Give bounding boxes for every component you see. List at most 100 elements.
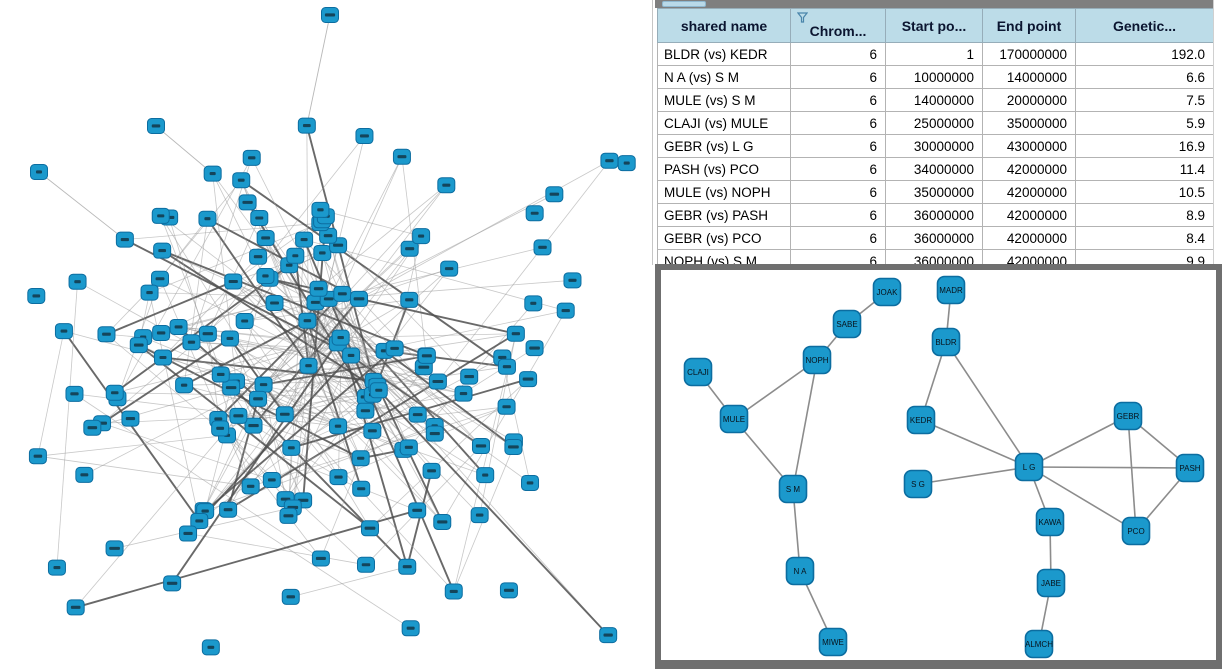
network-node[interactable] [476, 467, 495, 484]
network-node[interactable] [319, 227, 338, 244]
network-node[interactable] [147, 118, 165, 134]
network-node[interactable] [321, 7, 339, 23]
table-cell[interactable]: 11.4 [1075, 157, 1214, 181]
table-row[interactable]: GEBR (vs) PASH 6 36000000 42000000 8.9 [657, 203, 1214, 227]
table-cell[interactable]: 8.9 [1075, 203, 1214, 227]
network-node-MADR[interactable]: MADR [936, 275, 966, 305]
network-node[interactable] [617, 155, 636, 172]
network-node[interactable] [203, 165, 222, 182]
network-node[interactable] [232, 172, 251, 189]
network-node[interactable] [437, 177, 456, 194]
network-edge-SG-LG[interactable] [917, 466, 1030, 485]
network-node[interactable] [27, 287, 46, 304]
column-header-chrom---[interactable]: Chrom... [790, 8, 886, 43]
network-node[interactable] [563, 272, 582, 289]
network-node-PASH[interactable]: PASH [1175, 453, 1205, 483]
network-node[interactable] [198, 210, 217, 227]
network-node[interactable] [105, 540, 124, 557]
network-node[interactable] [179, 525, 198, 542]
table-cell[interactable]: 36000000 [885, 226, 983, 250]
table-row[interactable]: BLDR (vs) KEDR 6 1 170000000 192.0 [657, 42, 1214, 66]
network-node[interactable] [286, 247, 305, 264]
network-node[interactable] [599, 627, 618, 644]
network-node-KEDR[interactable]: KEDR [906, 405, 936, 435]
network-node[interactable] [242, 149, 261, 166]
network-node[interactable] [311, 550, 330, 567]
network-node[interactable] [369, 382, 388, 399]
network-node-JABE[interactable]: JABE [1036, 568, 1066, 598]
network-node[interactable] [519, 371, 538, 388]
network-node[interactable] [279, 507, 298, 524]
network-node[interactable] [342, 347, 361, 364]
network-node-NA[interactable]: N A [785, 556, 815, 586]
network-node[interactable] [425, 425, 444, 442]
network-node[interactable] [151, 207, 170, 224]
network-node[interactable] [262, 471, 281, 488]
network-node[interactable] [175, 377, 194, 394]
network-node[interactable] [360, 520, 379, 537]
network-edge-LG-PASH[interactable] [1028, 466, 1191, 469]
network-node[interactable] [524, 295, 543, 312]
table-cell[interactable]: 7.5 [1075, 88, 1214, 112]
table-cell[interactable]: 43000000 [982, 134, 1076, 158]
network-node-NOPH[interactable]: NOPH [802, 345, 832, 375]
network-node[interactable] [331, 329, 350, 346]
network-edge-KEDR-LG[interactable] [920, 419, 1030, 468]
table-cell[interactable]: 6.6 [1075, 65, 1214, 89]
table-cell[interactable]: 20000000 [982, 88, 1076, 112]
network-node[interactable] [356, 556, 375, 573]
network-node[interactable] [153, 349, 172, 366]
table-cell[interactable]: 6 [790, 42, 886, 66]
table-cell[interactable]: MULE (vs) S M [657, 88, 791, 112]
network-edge-MULE-NOPH[interactable] [733, 359, 818, 420]
network-node[interactable] [329, 469, 348, 486]
network-node[interactable] [401, 620, 420, 637]
network-node[interactable] [282, 439, 301, 456]
network-node[interactable] [408, 406, 427, 423]
network-node[interactable] [75, 466, 94, 483]
network-node[interactable] [412, 228, 431, 245]
table-row[interactable]: CLAJI (vs) MULE 6 25000000 35000000 5.9 [657, 111, 1214, 135]
network-node[interactable] [299, 357, 318, 374]
network-node[interactable] [428, 373, 447, 390]
network-node[interactable] [355, 128, 374, 145]
network-node[interactable] [249, 248, 268, 265]
network-node[interactable] [313, 244, 332, 261]
network-node[interactable] [506, 325, 525, 342]
network-edge-NOPH-SM[interactable] [792, 359, 818, 490]
network-node[interactable] [105, 384, 124, 401]
network-node[interactable] [129, 337, 148, 354]
network-node[interactable] [97, 326, 116, 343]
network-node[interactable] [28, 448, 47, 465]
table-cell[interactable]: 25000000 [885, 111, 983, 135]
network-node-SM[interactable]: S M [778, 474, 808, 504]
table-cell[interactable]: 1 [885, 42, 983, 66]
network-node[interactable] [249, 390, 268, 407]
network-node[interactable] [163, 575, 182, 592]
network-node[interactable] [250, 210, 269, 227]
network-edge-BLDR-LG[interactable] [945, 341, 1030, 468]
table-cell[interactable]: 14000000 [982, 65, 1076, 89]
network-node[interactable] [224, 273, 243, 290]
column-header-genetic---[interactable]: Genetic... [1075, 8, 1214, 43]
table-row[interactable]: MULE (vs) NOPH 6 35000000 42000000 10.5 [657, 180, 1214, 204]
network-node[interactable] [392, 148, 411, 165]
network-node[interactable] [68, 273, 87, 290]
network-node[interactable] [190, 512, 209, 529]
network-node-SG[interactable]: S G [903, 469, 933, 499]
table-cell[interactable]: 8.4 [1075, 226, 1214, 250]
network-node[interactable] [198, 325, 217, 342]
network-node[interactable] [351, 450, 370, 467]
network-node-JOAK[interactable]: JOAK [872, 277, 902, 307]
network-node[interactable] [311, 201, 330, 218]
network-node-LG[interactable]: L G [1014, 452, 1044, 482]
network-node[interactable] [350, 290, 369, 307]
network-node[interactable] [295, 231, 314, 248]
network-node[interactable] [54, 323, 73, 340]
network-edge-LG-PCO[interactable] [1028, 466, 1137, 532]
network-node[interactable] [222, 379, 241, 396]
network-node[interactable] [417, 347, 436, 364]
network-node[interactable] [521, 474, 540, 491]
table-cell[interactable]: 30000000 [885, 134, 983, 158]
table-row[interactable]: GEBR (vs) PCO 6 36000000 42000000 8.4 [657, 226, 1214, 250]
